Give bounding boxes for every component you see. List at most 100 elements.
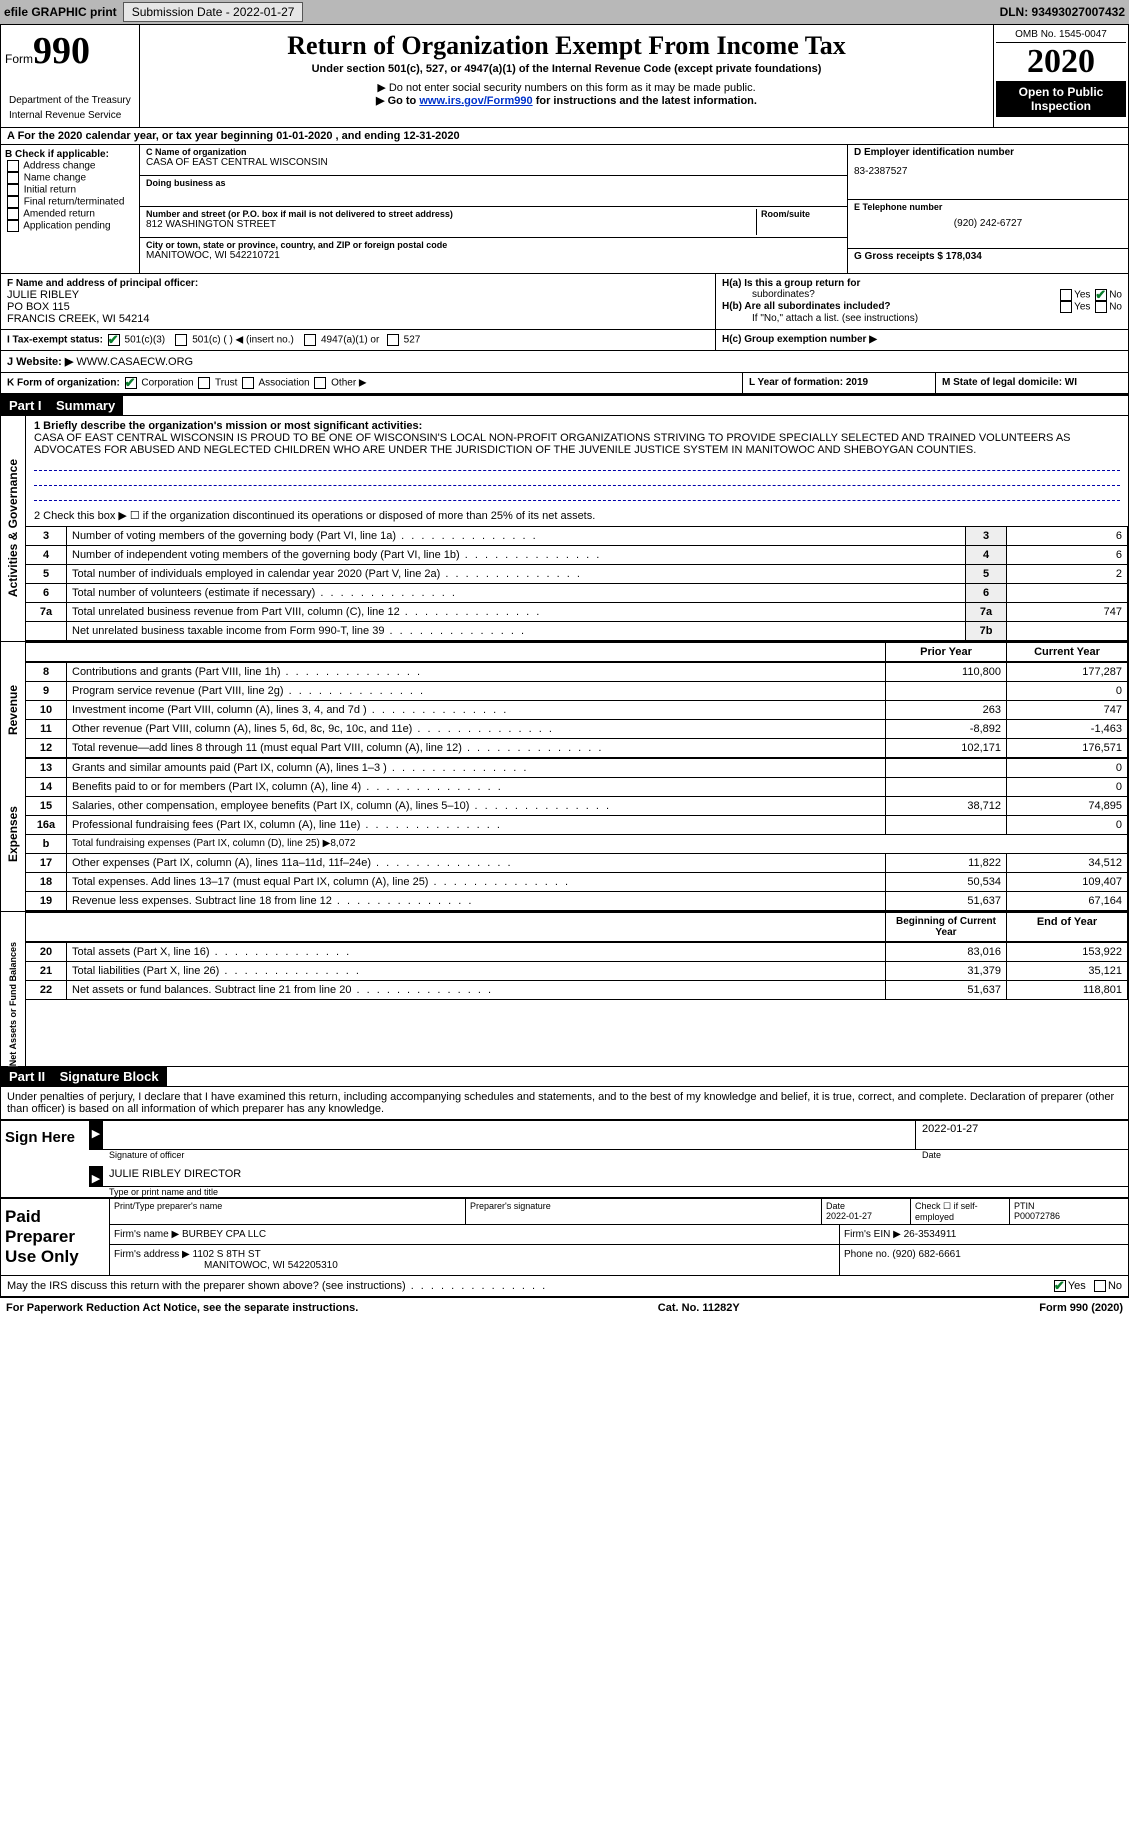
paid-preparer-label: Paid Preparer Use Only (1, 1199, 109, 1275)
i-4947-cb[interactable] (304, 334, 316, 346)
section-b-through-g: B Check if applicable: Address change Na… (1, 145, 1128, 274)
section-ag-label: Activities & Governance (6, 459, 20, 597)
i-501c3-cb[interactable] (108, 334, 120, 346)
omb-number: OMB No. 1545-0047 (996, 27, 1126, 43)
cat-no: Cat. No. 11282Y (658, 1302, 740, 1314)
d-ein-label: D Employer identification number (854, 147, 1122, 158)
firm-addr2: MANITOWOC, WI 542205310 (114, 1260, 338, 1271)
i-527-cb[interactable] (387, 334, 399, 346)
hc-label: H(c) Group exemption number ▶ (722, 334, 877, 345)
city-value: MANITOWOC, WI 542210721 (146, 250, 841, 261)
efile-label[interactable]: efile GRAPHIC print (4, 5, 117, 19)
firm-name: BURBEY CPA LLC (182, 1229, 266, 1240)
m-state: M State of legal domicile: WI (942, 377, 1077, 388)
firm-name-label: Firm's name ▶ (114, 1229, 179, 1240)
sign-here-label: Sign Here (1, 1121, 89, 1197)
ha-label: H(a) Is this a group return for (722, 278, 860, 289)
officer-name: JULIE RIBLEY (7, 289, 709, 301)
i-501c-cb[interactable] (175, 334, 187, 346)
discuss-question: May the IRS discuss this return with the… (7, 1280, 547, 1292)
street-address: 812 WASHINGTON STREET (146, 219, 752, 230)
arrow-icon: ▶ (89, 1121, 103, 1149)
form-subtitle: Under section 501(c), 527, or 4947(a)(1)… (148, 63, 985, 75)
prep-sig-label: Preparer's signature (466, 1199, 822, 1224)
section-exp-label: Expenses (6, 806, 20, 862)
prep-date-label: Date (826, 1201, 906, 1211)
prep-date-val: 2022-01-27 (826, 1211, 906, 1221)
section-rev-label: Revenue (6, 685, 20, 735)
self-employed-label: Check ☐ if self-employed (911, 1199, 1010, 1224)
k-trust-cb[interactable] (198, 377, 210, 389)
b-option[interactable]: Initial return (5, 184, 135, 196)
paperwork-notice: For Paperwork Reduction Act Notice, see … (6, 1302, 358, 1314)
j-label: J Website: ▶ (7, 356, 73, 368)
dln-label: DLN: 93493027007432 (1000, 5, 1125, 19)
room-suite-label: Room/suite (761, 209, 841, 219)
form-number: 990 (33, 30, 90, 72)
firm-addr-label: Firm's address ▶ (114, 1249, 190, 1260)
form-990-container: Form990 Department of the Treasury Inter… (0, 24, 1129, 1297)
page-footer: For Paperwork Reduction Act Notice, see … (0, 1297, 1129, 1318)
officer-addr1: PO BOX 115 (7, 301, 709, 313)
no-label: No (1109, 290, 1122, 301)
k-corp-cb[interactable] (125, 377, 137, 389)
ein-value: 83-2387527 (854, 166, 1122, 177)
b-option[interactable]: Application pending (5, 220, 135, 232)
i-label: I Tax-exempt status: (7, 335, 103, 346)
website-value: WWW.CASAECW.ORG (76, 356, 193, 368)
officer-addr2: FRANCIS CREEK, WI 54214 (7, 313, 709, 325)
goto-post: for instructions and the latest informat… (533, 95, 757, 107)
city-label: City or town, state or province, country… (146, 240, 841, 250)
officer-name-title: JULIE RIBLEY DIRECTOR (103, 1166, 1128, 1186)
ssn-note: ▶ Do not enter social security numbers o… (148, 81, 985, 94)
ha-no-cb[interactable] (1095, 289, 1107, 301)
discuss-yes-cb[interactable] (1054, 1280, 1066, 1292)
yes-label: Yes (1074, 290, 1090, 301)
hdr-curr: Current Year (1007, 643, 1128, 662)
perjury-declaration: Under penalties of perjury, I declare th… (1, 1087, 1128, 1119)
form-page: Form 990 (2020) (1039, 1302, 1123, 1314)
ptin-val: P00072786 (1014, 1211, 1124, 1221)
row-a-tax-year: A For the 2020 calendar year, or tax yea… (1, 128, 1128, 145)
hdr-end: End of Year (1007, 913, 1128, 942)
goto-pre: ▶ Go to (376, 95, 419, 107)
submission-date-btn[interactable]: Submission Date - 2022-01-27 (123, 2, 304, 22)
street-label: Number and street (or P.O. box if mail i… (146, 209, 752, 219)
discuss-no-cb[interactable] (1094, 1280, 1106, 1292)
line2-text: 2 Check this box ▶ ☐ if the organization… (26, 505, 1128, 526)
form990-link[interactable]: www.irs.gov/Form990 (419, 95, 532, 107)
g-gross-receipts: G Gross receipts $ 178,034 (854, 251, 982, 262)
firm-ein-label: Firm's EIN ▶ (844, 1229, 901, 1240)
b-option[interactable]: Address change (5, 160, 135, 172)
k-other-cb[interactable] (314, 377, 326, 389)
hb-label: H(b) Are all subordinates included? (722, 301, 891, 312)
b-option[interactable]: Name change (5, 172, 135, 184)
e-phone-label: E Telephone number (854, 202, 1122, 212)
tax-year: 2020 (996, 43, 1126, 81)
ha-sub: subordinates? (722, 289, 815, 301)
hb-note: If "No," attach a list. (see instruction… (722, 313, 1122, 324)
f-officer-label: F Name and address of principal officer: (7, 278, 709, 289)
k-assoc-cb[interactable] (242, 377, 254, 389)
section-net-label: Net Assets or Fund Balances (8, 942, 18, 1066)
top-bar: efile GRAPHIC print Submission Date - 20… (0, 0, 1129, 24)
org-name: CASA OF EAST CENTRAL WISCONSIN (146, 157, 841, 168)
k-label: K Form of organization: (7, 378, 120, 389)
mission-text: CASA OF EAST CENTRAL WISCONSIN IS PROUD … (34, 432, 1120, 456)
l-year: L Year of formation: 2019 (749, 377, 868, 388)
b-option[interactable]: Final return/terminated (5, 196, 135, 208)
form-header: Form990 Department of the Treasury Inter… (1, 25, 1128, 128)
b-option[interactable]: Amended return (5, 208, 135, 220)
b-title: B Check if applicable: (5, 149, 135, 160)
part1-tab: Part I Summary (1, 396, 123, 415)
form-word: Form (5, 52, 33, 66)
hdr-begin: Beginning of Current Year (886, 913, 1007, 942)
ha-yes-cb[interactable] (1060, 289, 1072, 301)
hb-yes-cb[interactable] (1060, 301, 1072, 313)
firm-phone: (920) 682-6661 (892, 1249, 960, 1260)
sig-officer-label: Signature of officer (103, 1150, 916, 1160)
hdr-prior: Prior Year (886, 643, 1007, 662)
type-name-label: Type or print name and title (89, 1187, 1128, 1197)
form-title: Return of Organization Exempt From Incom… (148, 31, 985, 61)
firm-ein: 26-3534911 (904, 1229, 957, 1240)
